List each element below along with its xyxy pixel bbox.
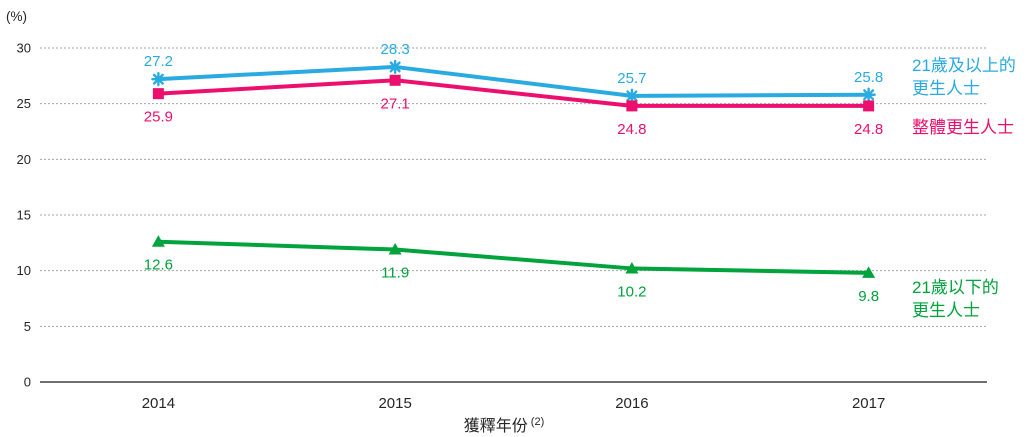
y-tick-label: 30 bbox=[17, 41, 31, 56]
triangle-marker bbox=[862, 266, 876, 278]
star-marker-center bbox=[392, 64, 398, 70]
data-point-label: 10.2 bbox=[617, 283, 646, 300]
y-tick-label: 0 bbox=[24, 375, 31, 390]
legend-label-series-1: 21歲及以上的 bbox=[912, 56, 1016, 75]
data-point-label: 28.3 bbox=[381, 41, 410, 58]
star-marker-center bbox=[866, 92, 872, 98]
y-tick-label: 15 bbox=[17, 208, 31, 223]
x-tick-label-2014: 2014 bbox=[142, 395, 175, 412]
data-point-label: 12.6 bbox=[144, 257, 173, 274]
x-tick-label-2015: 2015 bbox=[378, 395, 411, 412]
data-point-label: 24.8 bbox=[617, 121, 646, 138]
legend-label-series-2: 整體更生人士 bbox=[912, 118, 1014, 137]
series-line-3 bbox=[156, 239, 871, 275]
x-tick-label-2017: 2017 bbox=[852, 395, 885, 412]
y-tick-label: 5 bbox=[24, 319, 31, 334]
triangle-marker bbox=[388, 243, 402, 255]
data-point-label: 9.8 bbox=[858, 288, 879, 305]
series-line-1 bbox=[156, 64, 871, 98]
square-marker bbox=[626, 100, 638, 112]
data-point-label: 11.9 bbox=[381, 265, 409, 282]
y-axis-unit-label: (%) bbox=[6, 9, 27, 24]
legend-label-series-3: 21歲以下的 bbox=[912, 278, 999, 297]
legend-label-series-1: 更生人士 bbox=[912, 79, 980, 98]
data-point-label: 27.2 bbox=[144, 53, 173, 70]
data-point-label: 25.7 bbox=[617, 70, 646, 87]
y-tick-label: 25 bbox=[17, 96, 31, 111]
data-point-label: 25.8 bbox=[854, 69, 883, 86]
series-line-2 bbox=[156, 78, 871, 108]
square-marker bbox=[152, 88, 164, 100]
triangle-marker bbox=[625, 261, 639, 274]
data-point-label: 25.9 bbox=[144, 109, 173, 126]
triangle-marker bbox=[151, 235, 165, 247]
square-marker bbox=[389, 74, 401, 86]
data-point-label: 24.8 bbox=[854, 121, 883, 138]
x-axis-title: 獲釋年份 (2) bbox=[464, 416, 545, 435]
x-axis-title-superscript: (2) bbox=[528, 416, 545, 428]
star-marker-center bbox=[155, 76, 161, 82]
data-point-label: 27.1 bbox=[381, 95, 410, 112]
y-tick-label: 10 bbox=[17, 263, 31, 278]
x-tick-label-2016: 2016 bbox=[615, 395, 648, 412]
legend-label-series-3: 更生人士 bbox=[912, 301, 980, 320]
star-marker-center bbox=[629, 93, 635, 99]
y-tick-label: 20 bbox=[17, 152, 31, 167]
square-marker bbox=[863, 100, 875, 112]
